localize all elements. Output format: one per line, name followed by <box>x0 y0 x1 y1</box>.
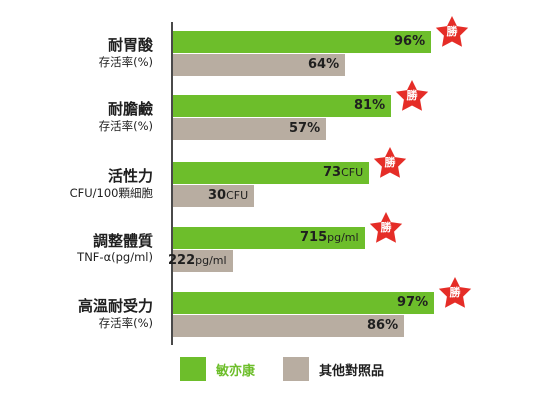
bar-value-label-secondary: 64% <box>308 57 339 72</box>
winner-star-icon: 勝 <box>373 146 407 180</box>
bar-value-label-primary: 715pg/ml <box>300 230 359 245</box>
legend-item-secondary: 其他對照品 <box>283 357 384 381</box>
value-unit: CFU <box>226 189 249 202</box>
bar-value-label-primary: 73CFU <box>323 165 363 180</box>
value-number: 715 <box>300 230 328 245</box>
category-title: 高溫耐受力 <box>77 297 153 315</box>
category-subtitle: 存活率(%) <box>98 316 153 330</box>
value-number: 86 <box>367 318 386 333</box>
bar-primary <box>173 292 434 314</box>
legend-label-secondary: 其他對照品 <box>319 363 385 379</box>
category-subtitle: CFU/100顆細胞 <box>69 186 153 200</box>
value-unit: % <box>372 98 386 113</box>
bar-secondary <box>173 118 326 140</box>
winner-badge-text: 勝 <box>449 286 461 299</box>
legend-swatch-primary <box>180 357 206 381</box>
bar-secondary <box>173 54 345 76</box>
bar-secondary <box>173 250 233 272</box>
bar-value-label-secondary: 222pg/ml <box>168 253 227 268</box>
bar-secondary <box>173 185 254 207</box>
value-number: 97 <box>397 295 416 310</box>
value-number: 64 <box>308 57 327 72</box>
bar-value-label-primary: 81% <box>354 98 385 113</box>
category-subtitle: 存活率(%) <box>98 119 153 133</box>
winner-star-icon: 勝 <box>435 15 469 49</box>
bar-value-label-secondary: 86% <box>367 318 398 333</box>
category-title: 耐膽鹼 <box>107 100 153 118</box>
category-title: 調整體質 <box>92 232 153 250</box>
bar-value-label-primary: 96% <box>394 34 425 49</box>
value-unit: pg/ml <box>327 231 359 244</box>
value-unit: % <box>412 34 426 49</box>
legend-item-primary: 敏亦康 <box>180 357 255 381</box>
value-number: 81 <box>354 98 373 113</box>
value-unit: % <box>326 57 340 72</box>
value-number: 222 <box>168 253 196 268</box>
winner-badge-text: 勝 <box>406 89 418 102</box>
value-unit: pg/ml <box>195 254 227 267</box>
bar-primary <box>173 31 431 53</box>
value-unit: CFU <box>341 166 364 179</box>
bar-primary <box>173 227 365 249</box>
value-number: 96 <box>394 34 413 49</box>
value-unit: % <box>385 318 399 333</box>
winner-badge-text: 勝 <box>380 221 392 234</box>
bar-value-label-secondary: 30CFU <box>208 188 248 203</box>
category-subtitle: 存活率(%) <box>98 55 153 69</box>
legend-swatch-secondary <box>283 357 309 381</box>
bar-secondary <box>173 315 404 337</box>
value-unit: % <box>307 121 321 136</box>
winner-star-icon: 勝 <box>438 276 472 310</box>
value-number: 30 <box>208 188 227 203</box>
value-unit: % <box>415 295 429 310</box>
legend-label-primary: 敏亦康 <box>216 363 256 379</box>
category-title: 耐胃酸 <box>107 36 153 54</box>
winner-star-icon: 勝 <box>395 79 429 113</box>
bar-primary <box>173 162 369 184</box>
value-number: 73 <box>323 165 342 180</box>
winner-badge-text: 勝 <box>384 156 396 169</box>
winner-badge-text: 勝 <box>446 25 458 38</box>
category-subtitle: TNF-α(pg/ml) <box>77 250 153 264</box>
value-number: 57 <box>289 121 308 136</box>
bar-value-label-secondary: 57% <box>289 121 320 136</box>
winner-star-icon: 勝 <box>369 211 403 245</box>
bar-value-label-primary: 97% <box>397 295 428 310</box>
category-title: 活性力 <box>107 167 153 185</box>
bar-primary <box>173 95 391 117</box>
